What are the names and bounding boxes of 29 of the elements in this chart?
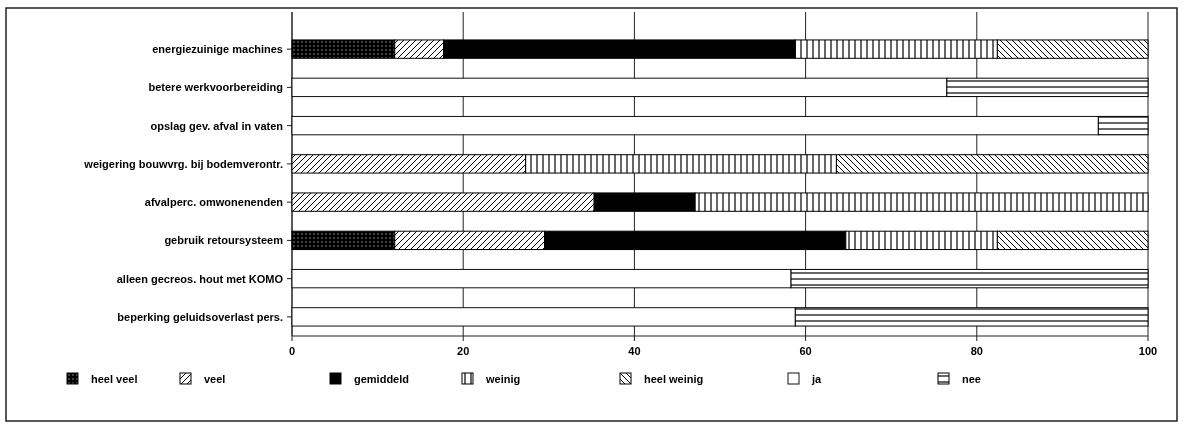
y-tick-label: opslag gev. afval in vaten [150,119,284,132]
legend-label: nee [962,373,981,385]
legend-label: veel [204,373,226,385]
x-tick-label: 40 [628,345,641,357]
bar [291,268,792,289]
legend-label: ja [811,373,823,385]
bar [1097,115,1149,136]
y-tick-label: gebruik retoursysteem [164,234,284,247]
x-tick-label: 0 [288,345,296,357]
x-tick-label: 80 [970,345,983,357]
y-tick-label: weigering bouwvrg. bij bodemverontr. [83,157,283,170]
bar [291,307,796,327]
y-tick-label: betere werkvoorbereiding [148,81,283,94]
legend-label: weinig [485,373,521,385]
bar [794,307,1149,327]
bar [790,268,1149,289]
x-tick-label: 100 [1138,345,1158,357]
bar [946,77,1149,98]
bar [291,77,948,98]
x-tick-label: 20 [457,345,470,357]
y-tick-label: beperking geluidsoverlast pers. [117,310,283,323]
x-tick-label: 60 [799,345,812,357]
y-tick-label: afvalperc. omwonenenden [144,196,284,209]
bar [291,115,1099,136]
y-tick-label: alleen gecreos. hout met KOMO [116,272,284,285]
legend-label: heel weinig [644,373,704,385]
legend-label: heel veel [91,373,138,385]
legend-label: gemiddeld [354,373,410,385]
y-tick-label: energiezuinige machines [152,43,283,56]
